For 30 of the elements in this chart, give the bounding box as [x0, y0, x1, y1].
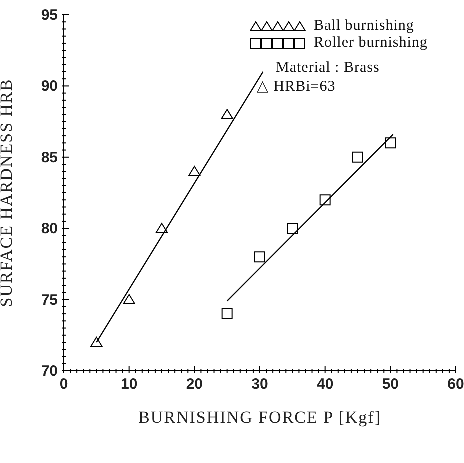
annotation: △ HRBi=63: [257, 78, 336, 96]
y-tick-label: 85: [41, 149, 58, 166]
x-tick-label: 40: [316, 376, 334, 393]
x-tick-label: 20: [186, 376, 204, 393]
point: [254, 252, 266, 263]
y-tick-label: 90: [41, 78, 58, 96]
point: [320, 194, 331, 206]
legend-label: Roller burnishing: [314, 35, 428, 52]
x-axis-title: BURNISHING FORCE P [Kgf]: [138, 408, 382, 427]
point: [188, 166, 201, 176]
x-tick-label: 30: [252, 376, 268, 393]
point: [222, 308, 233, 320]
y-axis-title: SURFACE HARDNESS HRB: [0, 78, 16, 308]
x-tick-label: 10: [120, 376, 138, 393]
point: [221, 109, 234, 120]
x-tick-label: 0: [60, 376, 68, 393]
point: [156, 223, 168, 234]
point: [90, 337, 103, 348]
y-tick-label: 70: [41, 363, 58, 380]
y-tick-label: 95: [41, 7, 58, 24]
legend-label: Ball burnishing: [314, 18, 414, 35]
x-tick-label: 60: [448, 376, 464, 393]
annotation: Material : Brass: [276, 60, 380, 77]
point: [352, 152, 364, 163]
x-tick-label: 50: [382, 376, 400, 393]
y-tick-label: 80: [41, 220, 58, 238]
point: [287, 223, 298, 234]
point: [385, 138, 396, 149]
y-tick-label: 75: [41, 292, 58, 309]
point: [123, 294, 136, 304]
